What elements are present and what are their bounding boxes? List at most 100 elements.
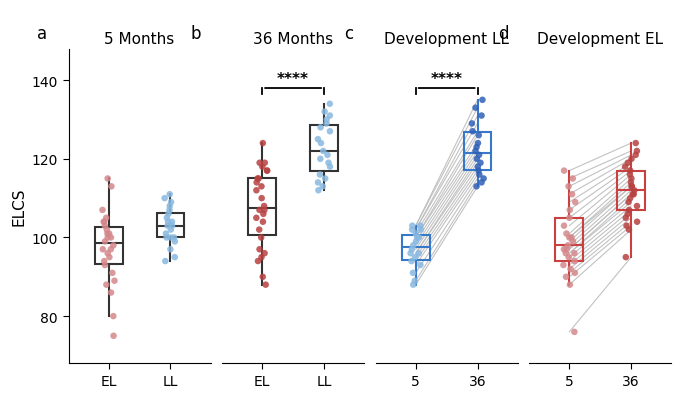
Point xyxy=(466,121,477,127)
Point xyxy=(622,211,633,218)
Point xyxy=(322,152,333,159)
Point xyxy=(254,160,265,166)
Point xyxy=(410,254,421,261)
Point xyxy=(313,188,324,194)
Point xyxy=(262,168,273,174)
Bar xyxy=(95,227,123,264)
Point xyxy=(321,117,332,123)
Point xyxy=(164,207,175,214)
Point xyxy=(251,215,262,221)
Point xyxy=(163,211,174,218)
Bar xyxy=(617,171,645,210)
Point xyxy=(319,109,330,116)
Point xyxy=(558,223,569,230)
Point xyxy=(563,254,574,261)
Point xyxy=(105,235,116,241)
Point xyxy=(625,168,636,174)
Bar xyxy=(310,126,338,171)
Point xyxy=(478,176,489,183)
Point xyxy=(471,145,482,151)
Point xyxy=(627,192,638,198)
Point xyxy=(406,246,417,253)
Point xyxy=(108,242,119,249)
Y-axis label: ELCS: ELCS xyxy=(11,188,26,225)
Point xyxy=(260,282,271,288)
Point xyxy=(162,223,173,230)
Point xyxy=(160,230,171,237)
Point xyxy=(626,183,637,190)
Point xyxy=(477,97,488,104)
Point xyxy=(408,282,419,288)
Point xyxy=(260,160,271,166)
Point xyxy=(161,235,172,241)
Point xyxy=(413,250,424,257)
Point xyxy=(325,129,336,135)
Text: a: a xyxy=(37,24,47,43)
Point xyxy=(103,230,114,237)
Point xyxy=(258,203,269,210)
Point xyxy=(251,188,262,194)
Point xyxy=(316,140,327,147)
Point xyxy=(165,227,176,233)
Point xyxy=(99,219,110,225)
Point xyxy=(102,176,113,183)
Point xyxy=(626,183,637,190)
Point xyxy=(315,156,326,163)
Text: ****: **** xyxy=(431,72,462,87)
Point xyxy=(99,223,110,230)
Point xyxy=(251,180,262,186)
Point xyxy=(312,180,323,186)
Point xyxy=(561,230,572,237)
Point xyxy=(166,219,177,225)
Point xyxy=(256,254,267,261)
Point xyxy=(101,227,112,233)
Point xyxy=(99,258,110,265)
Point xyxy=(412,235,423,241)
Bar xyxy=(157,214,184,238)
Point xyxy=(169,235,179,241)
Point xyxy=(259,207,270,214)
Point xyxy=(561,246,572,253)
Point xyxy=(165,246,176,253)
Point xyxy=(414,235,425,241)
Point xyxy=(165,235,176,241)
Title: Development EL: Development EL xyxy=(537,32,663,47)
Point xyxy=(623,160,634,166)
Point xyxy=(259,250,270,257)
Point xyxy=(315,125,326,131)
Point xyxy=(405,250,416,257)
Point xyxy=(476,180,487,186)
Point xyxy=(102,250,113,257)
Point xyxy=(564,282,575,288)
Point xyxy=(569,258,580,265)
Point xyxy=(630,140,641,147)
Point xyxy=(621,215,632,221)
Point xyxy=(317,183,328,190)
Point xyxy=(258,219,269,225)
Point xyxy=(470,148,481,155)
Point xyxy=(99,238,110,245)
Point xyxy=(169,238,180,245)
Point xyxy=(569,329,580,335)
Point xyxy=(256,183,267,190)
Point xyxy=(312,136,323,143)
Point xyxy=(625,172,636,178)
Point xyxy=(320,176,331,183)
Point xyxy=(564,207,575,214)
Bar xyxy=(249,179,276,236)
Point xyxy=(253,176,264,183)
Point xyxy=(409,278,420,285)
Text: ****: **** xyxy=(277,72,309,87)
Point xyxy=(324,101,335,108)
Point xyxy=(568,238,579,245)
Point xyxy=(256,195,267,202)
Point xyxy=(101,282,112,288)
Point xyxy=(325,113,336,119)
Point xyxy=(415,223,426,230)
Point xyxy=(98,219,109,225)
Point xyxy=(626,176,637,183)
Point xyxy=(623,199,634,206)
Point xyxy=(325,164,336,171)
Point xyxy=(253,258,264,265)
Point xyxy=(621,223,632,230)
